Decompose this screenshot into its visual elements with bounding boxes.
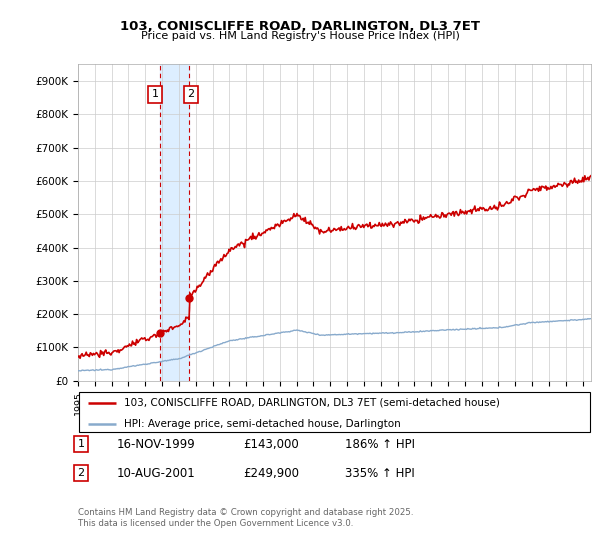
Text: 2: 2 [187,90,194,100]
Text: 335% ↑ HPI: 335% ↑ HPI [345,466,415,480]
Text: 10-AUG-2001: 10-AUG-2001 [117,466,196,480]
Text: £143,000: £143,000 [243,437,299,451]
Text: 16-NOV-1999: 16-NOV-1999 [117,437,196,451]
Text: 2: 2 [77,468,85,478]
Text: 103, CONISCLIFFE ROAD, DARLINGTON, DL3 7ET (semi-detached house): 103, CONISCLIFFE ROAD, DARLINGTON, DL3 7… [124,398,500,408]
Bar [160,64,189,381]
Text: Price paid vs. HM Land Registry's House Price Index (HPI): Price paid vs. HM Land Registry's House … [140,31,460,41]
Text: 103, CONISCLIFFE ROAD, DARLINGTON, DL3 7ET: 103, CONISCLIFFE ROAD, DARLINGTON, DL3 7… [120,20,480,32]
FancyBboxPatch shape [79,392,590,432]
Text: £249,900: £249,900 [243,466,299,480]
Text: Contains HM Land Registry data © Crown copyright and database right 2025.
This d: Contains HM Land Registry data © Crown c… [78,508,413,528]
Text: 1: 1 [152,90,158,100]
Text: HPI: Average price, semi-detached house, Darlington: HPI: Average price, semi-detached house,… [124,418,401,428]
Text: 186% ↑ HPI: 186% ↑ HPI [345,437,415,451]
Text: 1: 1 [77,439,85,449]
